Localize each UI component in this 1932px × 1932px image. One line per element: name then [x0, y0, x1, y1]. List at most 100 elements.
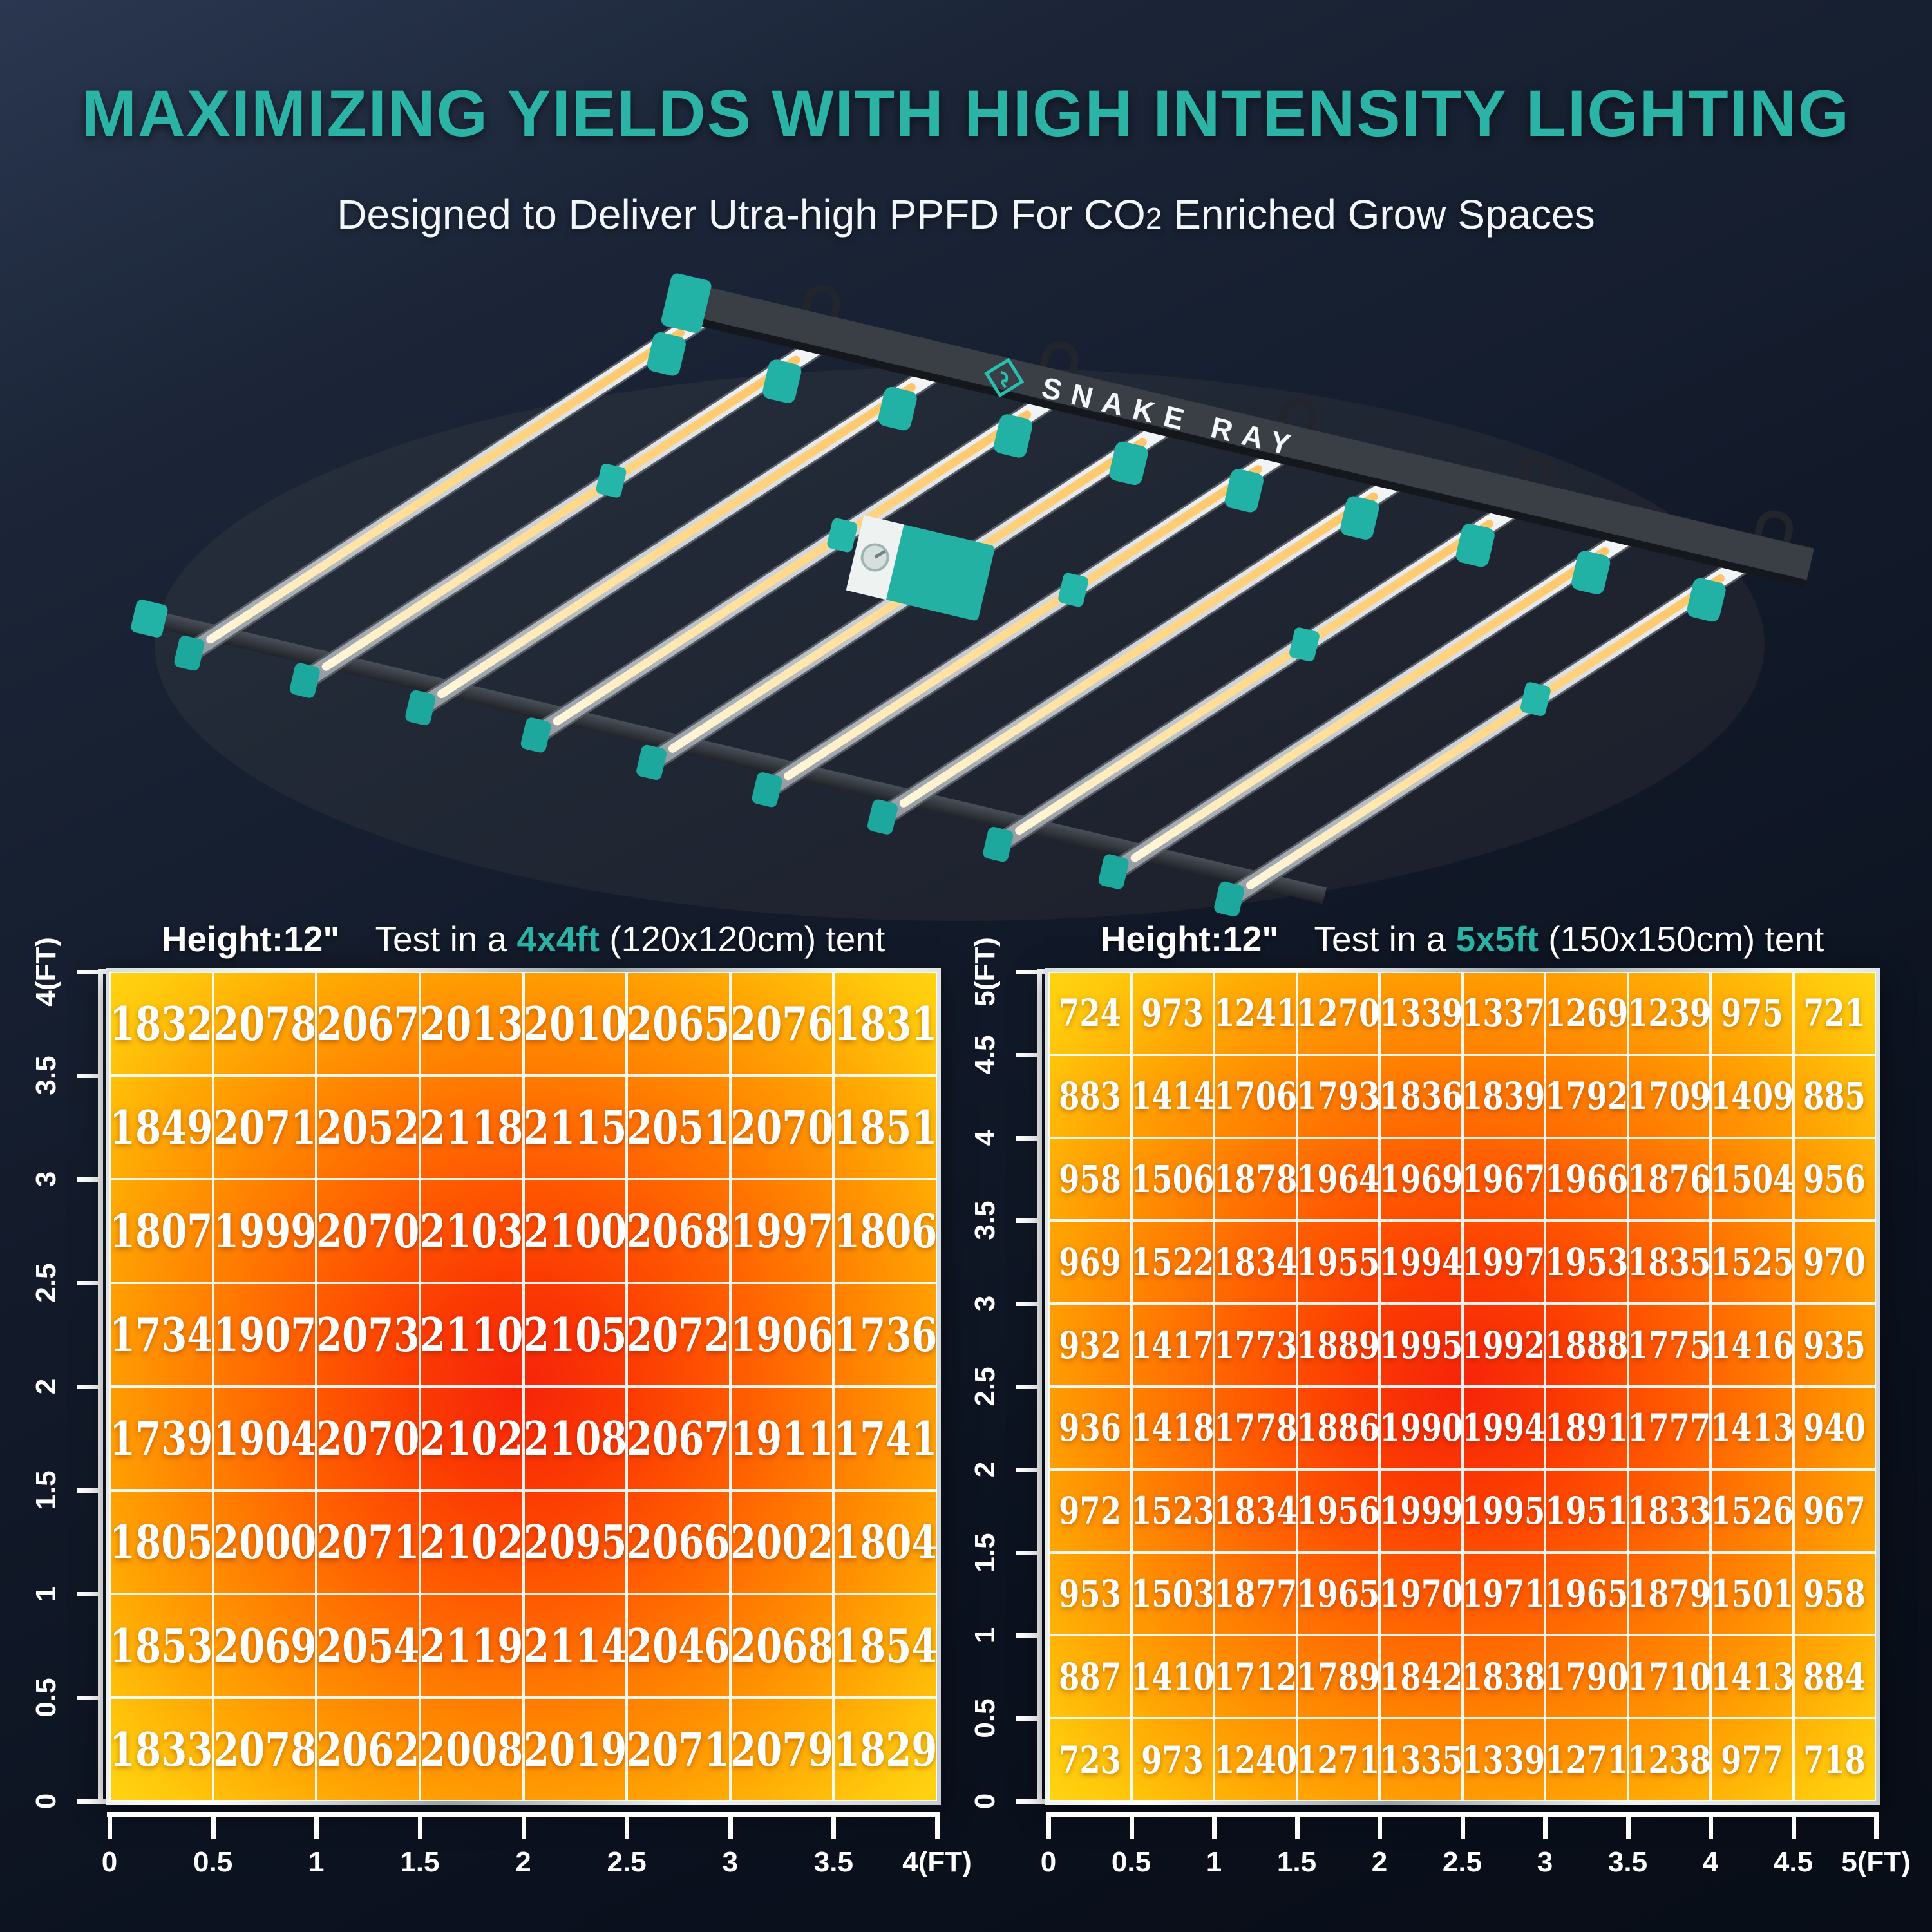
bar-mid-clip [1520, 682, 1551, 716]
heatmap-5x5ft: Height:12" Test in a 5x5ft (150x150cm) te… [969, 907, 1931, 1927]
heatmap-cell: 2115 [523, 1075, 627, 1179]
led-strip [1246, 574, 1725, 890]
x-tick-label: 1.5 [1276, 1846, 1317, 1878]
y-tick-label: 1.5 [969, 1533, 1001, 1573]
heatmap-cell: 2069 [213, 1594, 317, 1698]
heatmap-cell: 1335 [1379, 1718, 1463, 1801]
snake-diamond-icon [984, 357, 1025, 398]
heatmap-cell: 975 [1710, 972, 1794, 1055]
heatmap-cell: 1414 [1131, 1054, 1214, 1138]
hanger-hook-icon [1039, 341, 1079, 374]
y-tick [1016, 1467, 1038, 1472]
heatmap-cell: 2054 [316, 1594, 420, 1698]
led-strip [899, 492, 1378, 808]
test-suffix: (150x150cm) tent [1538, 919, 1824, 959]
x-tick [1294, 1817, 1300, 1839]
x-tick-label: 3 [722, 1846, 738, 1878]
heatmap-cell: 1886 [1296, 1386, 1379, 1470]
y-tick [1016, 1302, 1038, 1307]
heatmap-cell: 932 [1048, 1303, 1132, 1387]
heatmap-cell: 2072 [627, 1283, 730, 1387]
y-tick [77, 970, 99, 974]
heatmap-frame: 1832 2078 2067 2013 2010 2065 2076 1831 1849 2071… [106, 968, 941, 1805]
bar-hanger-clip [647, 332, 686, 376]
y-tick-label: 4.5 [969, 1035, 1001, 1075]
bar-end-cap [636, 744, 667, 780]
led-strip [321, 355, 800, 671]
heatmap-cell: 2108 [523, 1387, 627, 1490]
heatmap-cell: 1789 [1296, 1635, 1379, 1719]
heatmap-cell: 1994 [1462, 1386, 1545, 1470]
heatmap-cell: 2071 [213, 1075, 317, 1179]
x-tick [1874, 1817, 1879, 1839]
y-tick-label: 3.5 [30, 1056, 62, 1095]
bar-end-cap [1214, 881, 1245, 917]
heatmap-cell: 1971 [1462, 1552, 1545, 1636]
heatmap-cell: 1911 [730, 1387, 834, 1490]
heatmap-cell: 2102 [419, 1387, 524, 1490]
heatmap-cell: 2051 [627, 1075, 730, 1179]
bar-end-cap [752, 772, 782, 808]
heatmap-cell: 1994 [1379, 1220, 1463, 1304]
heatmap-cell: 1501 [1710, 1552, 1794, 1636]
x-tick [417, 1817, 422, 1839]
heatmap-cell: 2076 [730, 972, 834, 1075]
heatmap-cell: 1995 [1379, 1303, 1463, 1387]
heatmap-cell: 2103 [419, 1179, 524, 1283]
heatmap-cell: 1879 [1627, 1552, 1710, 1636]
y-tick [1016, 970, 1038, 974]
heatmap-cell: 884 [1793, 1635, 1876, 1719]
x-tick [1460, 1817, 1465, 1839]
y-tick [77, 1799, 99, 1804]
x-axis-line [1046, 1812, 1879, 1817]
y-tick-label: 1.5 [30, 1470, 62, 1510]
heatmap-grid: 1832 2078 2067 2013 2010 2065 2076 1831 1849 2071… [109, 972, 937, 1801]
heatmap-cell: 1834 [1214, 1220, 1297, 1304]
heatmap-cell: 1889 [1296, 1303, 1379, 1387]
height-label: Height:12" [161, 919, 340, 959]
heatmap-4x4ft: Height:12" Test in a 4x4ft (120x120cm) te… [30, 907, 992, 1927]
x-tick-label: 0.5 [1111, 1846, 1151, 1878]
x-tick [1378, 1817, 1382, 1839]
bar-end-cap [289, 663, 320, 698]
heatmap-cell: 1842 [1379, 1635, 1463, 1719]
heatmap-cell: 973 [1131, 1718, 1214, 1801]
heatmap-cell: 1706 [1214, 1054, 1297, 1138]
heatmap-cell: 2068 [627, 1179, 730, 1283]
x-tick [831, 1817, 837, 1839]
x-tick-label: 1.5 [400, 1846, 440, 1878]
heatmap-cell: 1523 [1131, 1469, 1214, 1553]
x-tick [1046, 1817, 1051, 1839]
heatmap-cell: 883 [1048, 1054, 1132, 1138]
heatmap-cell: 1955 [1296, 1220, 1379, 1304]
bar-hanger-clip [1109, 441, 1148, 486]
heatmap-cell: 2110 [419, 1283, 524, 1387]
heatmap-cell: 2068 [730, 1594, 834, 1698]
heatmap-cell: 1904 [213, 1387, 317, 1490]
x-tick [625, 1817, 630, 1839]
x-tick-label: 3.5 [813, 1846, 853, 1878]
heatmap-cell: 977 [1710, 1718, 1794, 1801]
heatmap-frame: 724 973 1241 1270 1339 1337 1269 1239 975 721 883 1… [1045, 968, 1880, 1805]
heatmap-cell: 2067 [316, 972, 420, 1075]
heatmap-cell: 956 [1793, 1137, 1876, 1221]
heatmap-cell: 885 [1793, 1054, 1876, 1138]
driver-box [846, 515, 995, 621]
subtitle-pre: Designed to Deliver Utra-high PPFD For C… [337, 191, 1146, 238]
x-tick-label: 3.5 [1607, 1846, 1648, 1878]
x-tick [314, 1817, 319, 1839]
x-tick-label: 2.5 [1442, 1846, 1482, 1878]
y-tick [1016, 1385, 1038, 1389]
heatmap-cell: 2102 [419, 1490, 524, 1594]
bar-end-cap [405, 690, 436, 726]
bar-hanger-clip [878, 386, 917, 431]
heatmap-cell: 1969 [1379, 1137, 1463, 1221]
heatmap-cell: 1965 [1545, 1552, 1628, 1636]
subtitle-post: Enriched Grow Spaces [1162, 191, 1595, 238]
heatmap-cell: 2119 [419, 1594, 524, 1698]
bar-hanger-clip [1224, 469, 1264, 513]
y-tick [77, 1281, 99, 1285]
bar-end-cap [520, 717, 551, 753]
x-tick [521, 1817, 526, 1839]
y-tick-label: 0.5 [969, 1698, 1001, 1738]
